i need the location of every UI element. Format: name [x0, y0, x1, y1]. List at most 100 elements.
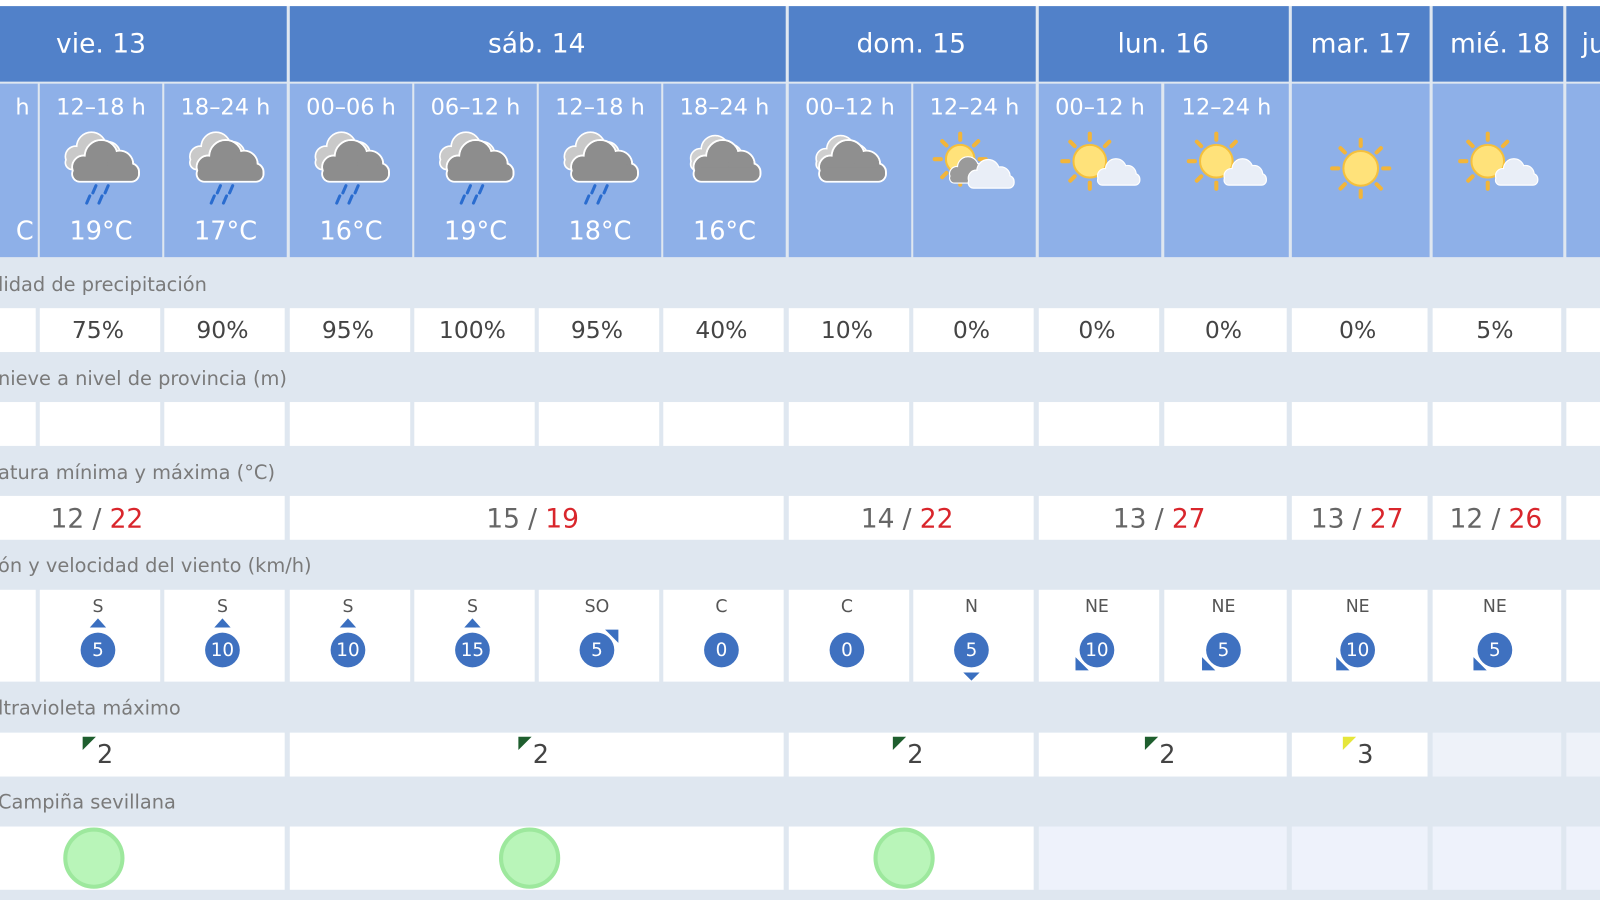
rain-drop: [97, 194, 104, 205]
precip-value: 75%: [72, 316, 124, 344]
wind-badge: [1477, 632, 1513, 668]
wind-badge: [80, 632, 116, 668]
partial-cell: [1566, 589, 1600, 682]
sun-ray: [1194, 139, 1204, 149]
period-label: 00–12 h: [805, 95, 895, 121]
snow-cell: [1291, 402, 1428, 446]
cloud-fill: [1496, 175, 1538, 185]
temp-cell: [788, 495, 1034, 540]
sun-ray: [1466, 174, 1475, 183]
cloud: [71, 139, 141, 183]
period-label: h: [15, 95, 29, 121]
day-label: sáb. 14: [488, 28, 586, 59]
sun-disc: [1470, 143, 1506, 179]
weather-icon: [563, 131, 639, 205]
wind-speed: 5: [966, 640, 978, 661]
temp-cell: [289, 495, 784, 540]
period-temp: 16°C: [693, 217, 756, 247]
period-temp: 17°C: [194, 217, 257, 247]
temp-min: 15: [486, 503, 520, 534]
uv-flag: [892, 736, 907, 750]
precip-value: 95%: [322, 316, 374, 344]
air-cell: [1291, 826, 1428, 890]
precip-value: 0%: [953, 316, 990, 344]
rain-drop: [584, 194, 591, 205]
cloud: [692, 139, 762, 183]
wind-speed: 5: [92, 640, 104, 661]
temp-min: 12: [1450, 503, 1484, 534]
sun-ray: [940, 170, 949, 180]
snow-cell: [0, 402, 36, 446]
day-label: ju: [1581, 28, 1600, 59]
rain-drop: [215, 184, 222, 195]
period-temp: 18°C: [568, 217, 631, 247]
rain-drop: [471, 194, 479, 205]
cloud-fill: [197, 167, 263, 181]
air-quality-dot: [873, 827, 935, 889]
precip-value: 5%: [1476, 316, 1513, 344]
temp-cell: [0, 495, 285, 540]
weather-icon: [64, 131, 141, 205]
precip-value: 10%: [821, 316, 873, 344]
wind-badge: [1340, 632, 1375, 668]
partial-cell: [1566, 308, 1600, 353]
wind-badge: [1206, 632, 1241, 668]
precip-value: 0%: [1205, 316, 1242, 344]
uv-cell: [289, 732, 784, 777]
wind-badge: [1079, 632, 1115, 668]
section-label: atura mínima y máxima (°C): [0, 461, 275, 484]
precip-cell: [1432, 308, 1562, 353]
sun-ray: [1374, 182, 1383, 191]
precip-cell: [663, 308, 784, 353]
rain-drop: [590, 184, 597, 195]
section-label: ón y velocidad del viento (km/h): [0, 554, 312, 577]
air-cell: [1566, 826, 1600, 890]
rain-drop: [341, 184, 348, 195]
weather-icon: [439, 131, 515, 205]
wind-speed: 5: [591, 640, 603, 661]
sun-ray: [1102, 139, 1112, 149]
wind-direction: S: [92, 597, 103, 617]
wind-badge: [579, 632, 615, 668]
section-label: nieve a nivel de provincia (m): [0, 367, 287, 390]
rain-drop: [85, 194, 92, 205]
air-cell: [1432, 826, 1562, 890]
rain-drop: [602, 184, 609, 195]
wind-badge: [205, 632, 240, 668]
temp-min: 12: [51, 503, 85, 534]
section-label: Campiña sevillana: [0, 791, 176, 814]
wind-direction: C: [715, 597, 727, 617]
temp-separator: /: [1353, 503, 1362, 534]
temp-max: 22: [110, 503, 144, 534]
precip-cell: [289, 308, 411, 353]
cloud-fill: [572, 167, 638, 181]
day-header-cell: [289, 6, 786, 82]
cloud-fill: [694, 167, 760, 181]
day-header-cell: [1566, 6, 1600, 82]
day-label: lun. 16: [1117, 28, 1209, 59]
temp-min-max: 12/ 26: [1450, 503, 1543, 534]
cloud-fill: [1224, 175, 1266, 185]
period-label: 06–12 h: [431, 95, 521, 121]
snow-cell: [164, 402, 285, 446]
weather-icon: [1060, 131, 1141, 191]
temp-max: 27: [1172, 503, 1206, 534]
precip-cell: [164, 308, 285, 353]
sun-disc: [1198, 143, 1234, 179]
uv-value: 2: [1159, 740, 1175, 770]
partial-cell: [1566, 402, 1600, 446]
temp-cell: [1291, 495, 1428, 540]
wind-direction: NE: [1346, 597, 1370, 617]
weather-icon: [314, 131, 391, 205]
temp-min-max: 12/ 22: [51, 503, 144, 534]
temp-max: 22: [920, 503, 954, 534]
uv-value: 2: [907, 740, 923, 770]
wind-direction: NE: [1483, 597, 1507, 617]
cloud-fill: [447, 167, 513, 181]
sun-ray: [1338, 146, 1347, 155]
rain-drop: [459, 194, 466, 205]
wind-speed: 10: [1085, 640, 1108, 661]
period-temp: 16°C: [320, 217, 383, 247]
wind-badge: [954, 632, 989, 668]
